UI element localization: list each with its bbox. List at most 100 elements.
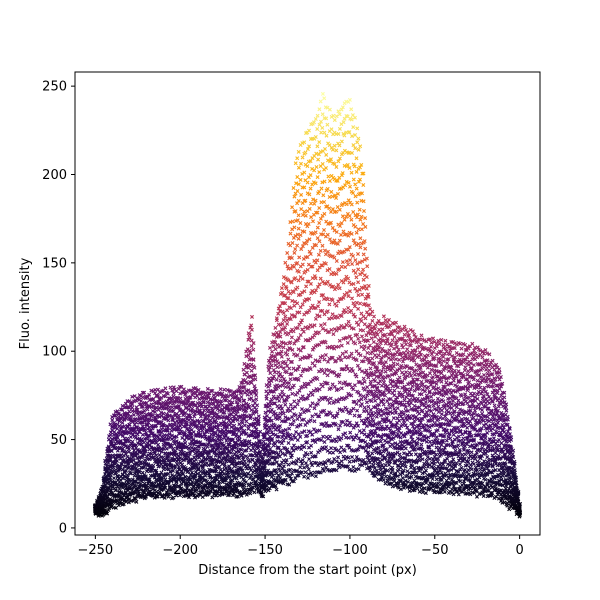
data-point: [171, 446, 176, 451]
data-point: [320, 384, 325, 389]
data-point: [303, 470, 308, 475]
data-point: [355, 408, 360, 413]
data-point: [353, 133, 358, 137]
data-point: [334, 114, 339, 119]
data-point: [295, 402, 300, 407]
data-point: [288, 402, 293, 407]
data-point: [348, 289, 352, 294]
data-point: [306, 467, 311, 472]
data-point: [363, 246, 368, 251]
data-point: [356, 252, 360, 256]
data-point: [360, 334, 364, 339]
data-point: [382, 362, 386, 367]
data-point: [278, 330, 283, 334]
data-point: [302, 474, 307, 479]
data-point: [290, 205, 295, 210]
data-point: [322, 440, 327, 444]
data-point: [120, 420, 125, 425]
data-point: [293, 161, 298, 166]
data-point: [286, 441, 291, 445]
data-point: [306, 475, 310, 480]
data-point: [300, 262, 305, 267]
data-point: [370, 318, 375, 323]
data-point: [270, 349, 275, 354]
data-point: [285, 251, 290, 255]
data-point: [293, 247, 298, 252]
data-point: [292, 399, 297, 404]
data-point: [324, 152, 329, 157]
data-point: [378, 439, 383, 444]
data-point: [298, 465, 303, 470]
data-point: [358, 301, 363, 306]
data-point: [279, 354, 284, 359]
data-point: [343, 265, 348, 270]
data-point: [299, 447, 304, 452]
data-point: [340, 409, 345, 414]
data-point: [178, 396, 183, 401]
data-point: [361, 252, 366, 257]
data-point: [295, 438, 300, 442]
data-point: [354, 300, 359, 305]
data-point: [337, 380, 342, 385]
data-point: [340, 260, 345, 265]
data-point: [239, 395, 244, 399]
data-point: [317, 107, 322, 112]
data-point: [342, 116, 347, 121]
data-point: [247, 332, 252, 337]
data-point: [355, 363, 360, 368]
data-point: [309, 201, 313, 206]
data-point: [349, 308, 354, 313]
data-point: [351, 254, 355, 258]
data-point: [286, 462, 291, 467]
data-point: [402, 451, 406, 456]
data-point: [346, 435, 351, 440]
data-point: [329, 446, 334, 451]
data-point: [300, 155, 305, 160]
data-point: [323, 353, 328, 357]
data-point: [370, 309, 375, 314]
data-point: [354, 230, 359, 235]
data-point: [249, 408, 254, 413]
data-point: [350, 296, 354, 301]
data-point: [350, 151, 354, 155]
data-point: [357, 340, 362, 345]
data-point: [392, 335, 397, 339]
data-point: [128, 414, 133, 419]
data-point: [339, 264, 344, 269]
data-point: [356, 267, 361, 272]
data-point: [327, 195, 332, 199]
data-point: [336, 282, 341, 287]
data-point: [353, 182, 358, 187]
data-point: [355, 200, 360, 205]
data-point: [330, 207, 335, 212]
data-point: [325, 297, 330, 302]
data-point: [274, 487, 279, 492]
data-point: [356, 280, 361, 285]
data-point: [161, 455, 166, 460]
data-point: [376, 396, 381, 401]
data-point: [218, 387, 223, 392]
data-point: [315, 268, 320, 273]
data-point: [353, 146, 358, 151]
data-point: [378, 465, 383, 470]
data-point: [344, 310, 349, 314]
data-point: [289, 335, 294, 340]
data-point: [360, 369, 364, 374]
data-point: [291, 290, 296, 295]
data-point: [349, 351, 354, 356]
data-point: [347, 214, 352, 218]
data-point: [321, 193, 326, 198]
data-point: [334, 259, 339, 263]
data-point: [381, 402, 386, 407]
data-point: [283, 314, 288, 319]
data-point: [278, 364, 283, 369]
data-point: [140, 395, 145, 400]
data-point: [339, 139, 344, 144]
data-point: [338, 423, 342, 428]
data-point: [317, 140, 322, 145]
data-point: [278, 448, 283, 453]
data-point: [322, 96, 327, 101]
data-point: [392, 346, 396, 351]
data-point: [291, 329, 296, 334]
